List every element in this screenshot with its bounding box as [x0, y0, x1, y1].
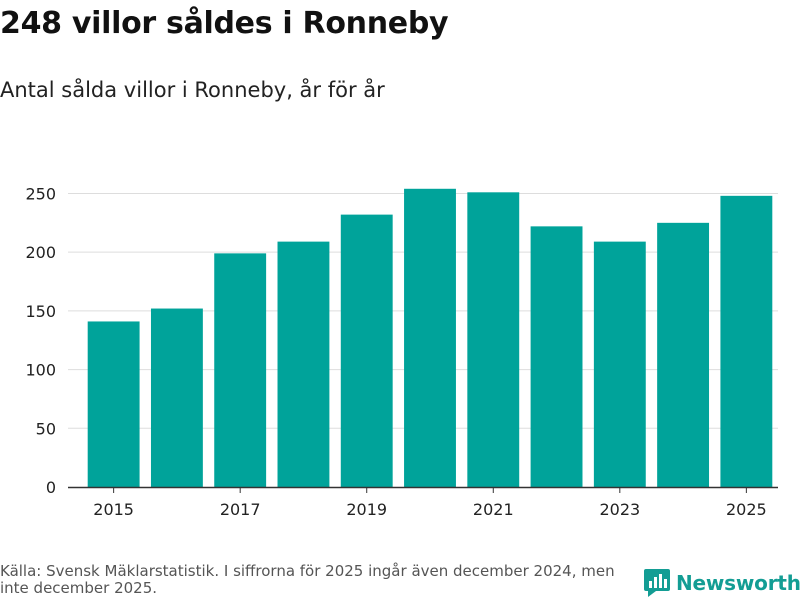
brand-name: Newsworthy — [676, 571, 800, 595]
x-tick-label: 2021 — [473, 500, 514, 519]
bar-2019 — [340, 214, 393, 488]
x-tick-label: 2023 — [599, 500, 640, 519]
chart-title: 248 villor såldes i Ronneby — [0, 6, 449, 41]
y-tick-label: 0 — [46, 478, 56, 497]
y-tick-label: 100 — [25, 361, 56, 380]
newsworthy-logo: Newsworthy — [644, 569, 800, 597]
bar-2020 — [404, 188, 456, 487]
bar-chart: 0 50 100 150 200 250 2015 2017 2019 2021 2023 2025 — [25, 184, 778, 519]
y-tick-label: 200 — [25, 243, 56, 262]
bar-2025 — [720, 195, 773, 487]
chart-subtitle: Antal sålda villor i Ronneby, år för år — [0, 78, 385, 102]
newsworthy-logo-icon — [644, 569, 670, 597]
bar-2017 — [214, 253, 267, 487]
x-tick-label: 2019 — [346, 500, 387, 519]
bar-2018 — [277, 241, 330, 487]
source-note: Källa: Svensk Mäklarstatistik. I siffror… — [0, 562, 615, 597]
x-tick-label: 2017 — [220, 500, 261, 519]
x-tick-label: 2015 — [93, 500, 134, 519]
y-tick-label: 250 — [25, 184, 56, 203]
bar-2016 — [150, 308, 203, 487]
bar-2015 — [87, 321, 140, 487]
y-tick-label: 150 — [25, 302, 56, 321]
bar-2024 — [657, 222, 710, 488]
bar-2023 — [593, 241, 646, 487]
bar-2021 — [467, 192, 520, 487]
x-tick-label: 2025 — [726, 500, 767, 519]
bar-2022 — [530, 226, 583, 487]
y-tick-label: 50 — [36, 419, 56, 438]
